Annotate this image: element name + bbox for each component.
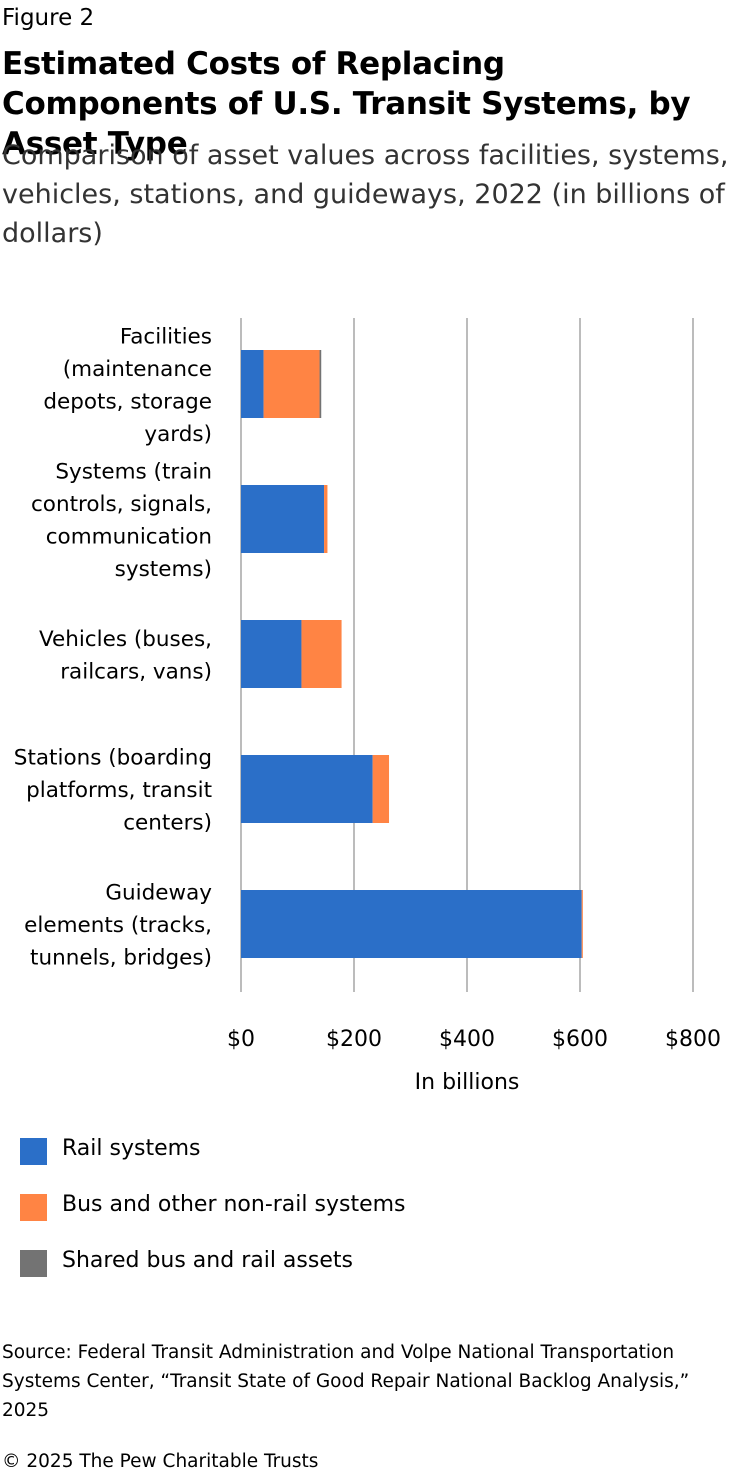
bar-3-0 xyxy=(241,755,373,823)
category-label-line: Guideway xyxy=(105,881,212,906)
category-label-line: elements (tracks, xyxy=(24,913,212,938)
bar-chart: Facilities (maintenance depots, storage yar… xyxy=(14,318,721,1095)
figure-label: Figure 2 xyxy=(2,5,95,31)
category-label-line: railcars, vans) xyxy=(60,659,212,684)
tick-label-4: $800 xyxy=(665,1027,721,1052)
legend-label-rail: Rail systems xyxy=(62,1136,201,1161)
bar-1-1 xyxy=(324,485,328,553)
category-label-line: tunnels, bridges) xyxy=(30,946,212,971)
category-label-line: (maintenance xyxy=(63,357,212,382)
tick-label-1: $200 xyxy=(326,1027,382,1052)
category-label-line: controls, signals, xyxy=(31,492,212,517)
x-axis-title: In billions xyxy=(415,1070,520,1095)
category-label-line: yards) xyxy=(144,422,212,447)
tick-label-3: $600 xyxy=(552,1027,608,1052)
bar-1-0 xyxy=(241,485,325,553)
category-label-line: centers) xyxy=(123,811,212,836)
category-label-1: Systems (train controls, signals, communic… xyxy=(31,459,212,582)
legend-swatch-rail xyxy=(20,1138,47,1165)
chart-title: Estimated Costs of Replacing Components … xyxy=(2,46,691,162)
tick-label-2: $400 xyxy=(439,1027,495,1052)
category-label-4: Guideway elements (tracks, tunnels, bridge… xyxy=(24,881,212,971)
source-note: Source: Federal Transit Administration a… xyxy=(2,1342,690,1421)
category-label-line: Systems (train xyxy=(55,459,212,484)
category-label-line: communication xyxy=(46,524,212,549)
copyright: © 2025 The Pew Charitable Trusts xyxy=(2,1451,319,1472)
category-label-3: Stations (boarding platforms, transit cent… xyxy=(14,746,212,836)
category-label-0: Facilities (maintenance depots, storage yar… xyxy=(43,324,212,447)
category-label-line: platforms, transit xyxy=(26,778,212,803)
bar-4-1 xyxy=(581,890,583,958)
chart-subtitle: Comparison of asset values across facili… xyxy=(2,140,729,249)
legend-swatch-bus xyxy=(20,1194,47,1221)
category-label-line: systems) xyxy=(115,557,212,582)
bar-0-1 xyxy=(263,350,320,418)
bar-3-1 xyxy=(372,755,390,823)
bar-4-0 xyxy=(241,890,582,958)
bar-0-0 xyxy=(241,350,264,418)
category-label-line: Stations (boarding xyxy=(14,746,212,771)
legend-swatch-shared xyxy=(20,1250,47,1277)
bar-0-2 xyxy=(319,350,322,418)
category-label-line: depots, storage xyxy=(43,389,212,414)
category-label-2: Vehicles (buses, railcars, vans) xyxy=(39,627,212,685)
bar-2-0 xyxy=(241,620,302,688)
tick-label-0: $0 xyxy=(227,1027,255,1052)
bar-2-1 xyxy=(301,620,342,688)
legend-label-bus: Bus and other non-rail systems xyxy=(62,1192,406,1217)
legend-label-shared: Shared bus and rail assets xyxy=(62,1248,353,1273)
category-label-line: Facilities xyxy=(120,324,212,349)
category-label-line: Vehicles (buses, xyxy=(39,627,212,652)
